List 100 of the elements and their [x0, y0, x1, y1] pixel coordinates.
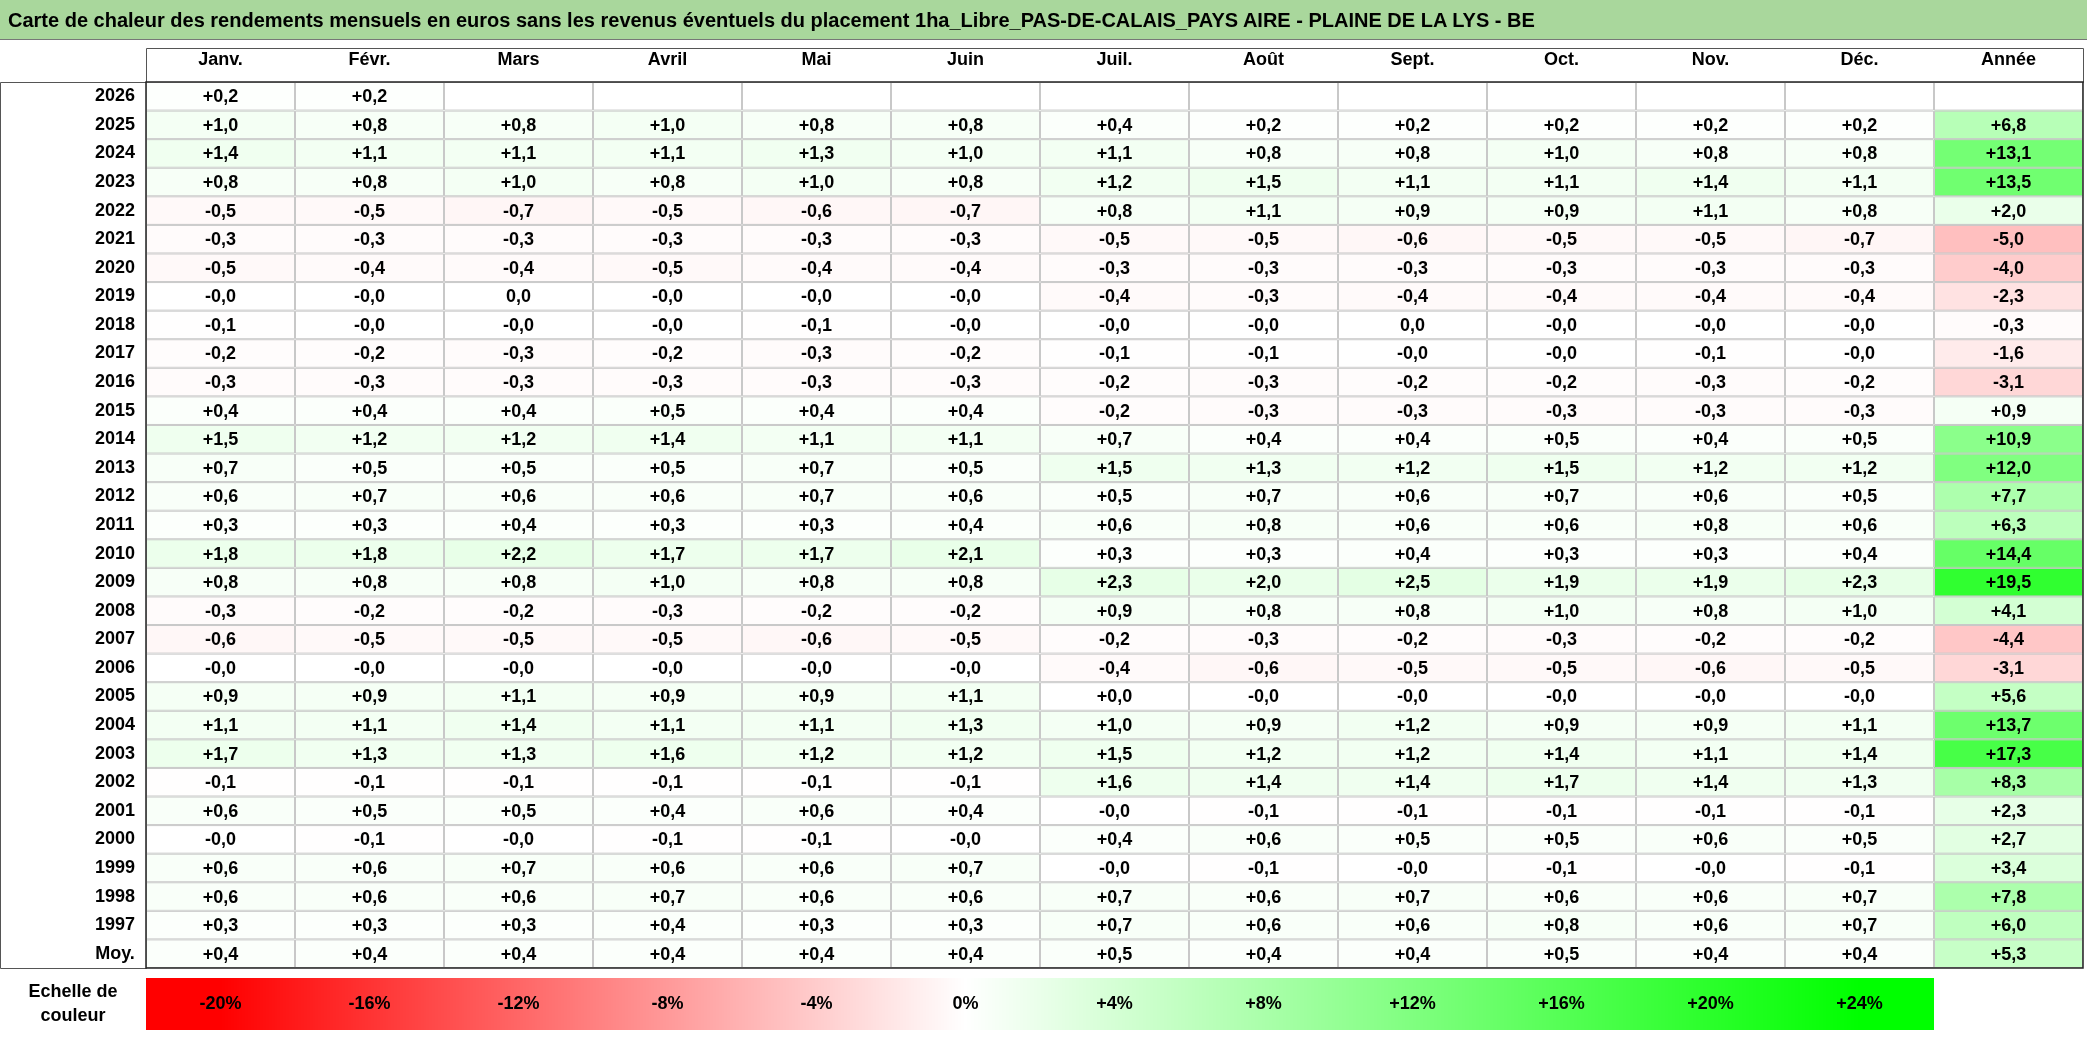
data-label: -0,3: [651, 372, 684, 393]
y-tick-label: 2013: [94, 456, 135, 477]
data-label: -0,2: [1843, 372, 1876, 393]
y-tick-label: 1999: [94, 856, 135, 877]
data-label: +0,8: [947, 114, 984, 135]
data-label: -0,1: [353, 829, 386, 850]
data-label: +0,6: [798, 886, 835, 907]
data-label: +1,9: [1543, 572, 1580, 593]
data-label: -0,3: [949, 229, 982, 250]
data-label: +1,0: [1841, 600, 1878, 621]
data-label: -0,4: [1843, 286, 1876, 307]
data-label: +1,3: [351, 743, 388, 764]
data-label: -0,0: [1545, 343, 1578, 364]
x-tick-label: Nov.: [1691, 49, 1730, 70]
y-tick-label: 2020: [94, 256, 135, 277]
data-label: +0,5: [649, 400, 686, 421]
data-label: +0,8: [351, 172, 388, 192]
data-label: +19,5: [1985, 572, 2032, 593]
data-label: -0,0: [1098, 314, 1131, 335]
data-label: -0,3: [1247, 286, 1280, 307]
data-label: -0,2: [1098, 372, 1131, 393]
data-label: +1,3: [1245, 457, 1282, 478]
data-label: +0,7: [1096, 915, 1133, 936]
y-tick-label: 2015: [94, 399, 135, 420]
data-label: +0,6: [1841, 514, 1878, 535]
data-label: +0,8: [351, 572, 388, 593]
data-label: +17,3: [1985, 743, 2032, 764]
data-label: -0,5: [651, 257, 684, 278]
data-label: +0,6: [351, 886, 388, 907]
data-label: -0,5: [204, 257, 237, 278]
data-label: +13,7: [1985, 715, 2032, 736]
color-bar-label: +16%: [1538, 992, 1585, 1013]
color-bar-label: -20%: [199, 992, 242, 1013]
data-label: -4,4: [1992, 629, 2025, 650]
data-label: +1,4: [1692, 172, 1729, 192]
data-label: -0,1: [204, 314, 237, 335]
data-label: +2,5: [1394, 572, 1431, 593]
data-label: -0,5: [353, 200, 386, 221]
data-label: +0,5: [1394, 829, 1431, 850]
data-label: +0,8: [649, 172, 686, 192]
data-label: +0,6: [1096, 514, 1133, 535]
data-label: +0,5: [1543, 943, 1580, 964]
data-label: +0,3: [202, 514, 239, 535]
data-label: -0,6: [1396, 229, 1429, 250]
data-label: +0,2: [1841, 114, 1878, 135]
data-label: +0,4: [500, 514, 537, 535]
data-label: +1,1: [1096, 143, 1133, 164]
data-label: -0,6: [800, 629, 833, 650]
data-label: +0,7: [500, 857, 537, 878]
x-tick-label: Juil.: [1096, 49, 1133, 70]
data-label: +0,5: [351, 800, 388, 821]
data-label: +0,4: [649, 800, 686, 821]
data-label: -0,0: [353, 657, 386, 678]
data-label: +1,1: [947, 429, 984, 450]
data-label: +1,0: [798, 172, 835, 192]
x-tick-label: Année: [1980, 49, 2037, 70]
data-label: -0,1: [651, 829, 684, 850]
data-label: -0,0: [502, 829, 535, 850]
data-label: +0,3: [649, 514, 686, 535]
y-tick-label: 2011: [95, 513, 135, 534]
data-label: +0,8: [1841, 143, 1878, 164]
data-label: -0,5: [502, 629, 535, 650]
data-label: -0,0: [651, 657, 684, 678]
data-label: -0,0: [1396, 343, 1429, 364]
data-label: +0,4: [947, 943, 984, 964]
data-label: +1,1: [649, 715, 686, 736]
data-label: +7,7: [1990, 486, 2027, 507]
y-tick-label: 1997: [94, 914, 135, 935]
color-bar-label: -16%: [348, 992, 391, 1013]
data-label: -0,1: [502, 772, 535, 793]
data-label: +0,4: [351, 400, 388, 421]
data-label: +0,8: [798, 114, 835, 135]
color-bar-label: +4%: [1096, 992, 1133, 1013]
data-label: +1,5: [1245, 172, 1282, 192]
data-label: -0,3: [1247, 372, 1280, 393]
data-label: +0,5: [500, 800, 537, 821]
color-bar-label: -12%: [497, 992, 540, 1013]
chart-title: Carte de chaleur des rendements mensuels en euros sans les revenus éventuels du placement 1ha_Libre_PAS-DE-CALAIS_PAYS AIRE - PLAINE DE LA LYS - BE: [0, 0, 2087, 40]
data-label: -0,0: [204, 657, 237, 678]
data-label: +0,7: [798, 457, 835, 478]
data-label: +1,5: [1096, 743, 1133, 764]
data-label: +0,6: [1543, 514, 1580, 535]
y-tick-label: 2004: [94, 714, 135, 735]
data-label: +1,2: [1394, 743, 1431, 764]
color-bar-label: -4%: [800, 992, 833, 1013]
data-label: -0,3: [1545, 257, 1578, 278]
data-label: -0,0: [949, 829, 982, 850]
data-label: +6,3: [1990, 514, 2027, 535]
data-label: -0,4: [1098, 286, 1131, 307]
data-label: +0,5: [947, 457, 984, 478]
data-label: -0,3: [1396, 400, 1429, 421]
data-label: -0,3: [1694, 372, 1727, 393]
data-label: +1,2: [1096, 172, 1133, 192]
data-label: -0,0: [949, 314, 982, 335]
data-label: +0,8: [798, 572, 835, 593]
data-label: +0,6: [1692, 486, 1729, 507]
data-label: +1,3: [947, 715, 984, 736]
data-label: +1,0: [500, 172, 537, 192]
data-label: +7,8: [1990, 886, 2027, 907]
y-tick-label: 2001: [94, 799, 135, 820]
